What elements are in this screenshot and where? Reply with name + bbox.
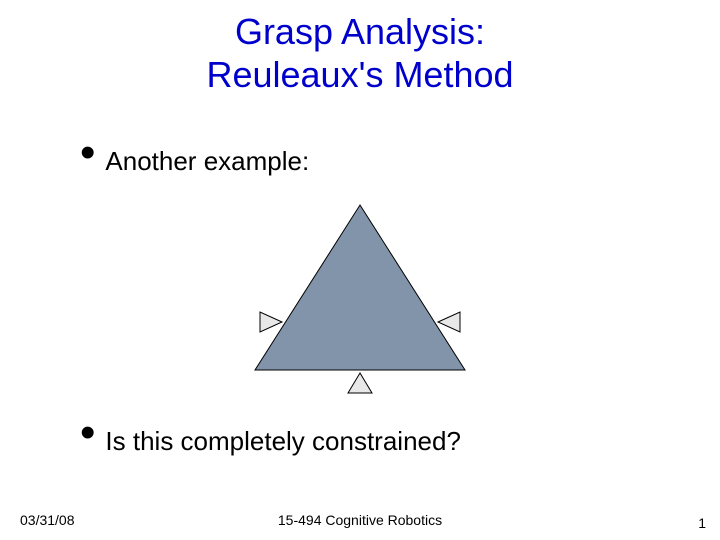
contact-left-icon (260, 312, 282, 332)
title-line-1: Grasp Analysis: (235, 11, 485, 52)
bullet-dot-icon: • (80, 420, 95, 446)
bullet-1: • Another example: (80, 140, 309, 177)
slide-title: Grasp Analysis: Reuleaux's Method (0, 10, 720, 96)
bullet-2-text: Is this completely constrained? (105, 420, 461, 457)
bullet-1-text: Another example: (105, 140, 309, 177)
title-line-2: Reuleaux's Method (206, 54, 513, 95)
page-number-top: 1 (698, 515, 706, 531)
contact-right-icon (438, 312, 460, 332)
contact-bottom-icon (348, 373, 372, 393)
diagram-svg (220, 195, 500, 405)
main-triangle-icon (255, 205, 465, 370)
bullet-dot-icon: • (80, 140, 95, 166)
footer-course: 15-494 Cognitive Robotics (0, 512, 720, 528)
triangle-diagram (220, 195, 500, 395)
footer-page: 1 (698, 516, 706, 530)
bullet-2: • Is this completely constrained? (80, 420, 461, 457)
slide: Grasp Analysis: Reuleaux's Method • Anot… (0, 0, 720, 540)
